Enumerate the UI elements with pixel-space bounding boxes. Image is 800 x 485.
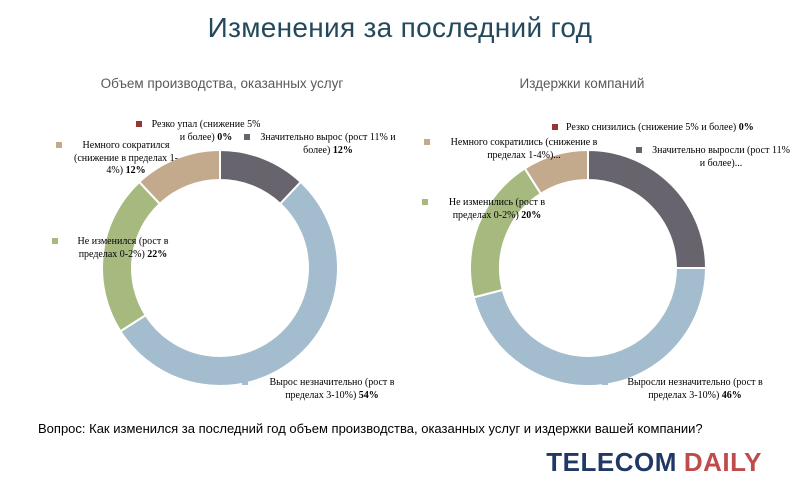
donut-1-slice-1 <box>472 267 708 387</box>
legend-marker <box>424 139 430 145</box>
question-text: Вопрос: Как изменился за последний год о… <box>38 421 703 436</box>
callout-text: Немного сократился (снижение в пределах … <box>74 140 178 176</box>
callout-pct: 12% <box>332 144 353 156</box>
donut-0-slice-3 <box>137 148 221 206</box>
callout-pct: 0% <box>217 131 233 143</box>
callout-text: Выросли незначительно (рост в пределах 3… <box>627 377 763 401</box>
callout-pct: 12% <box>125 165 146 176</box>
callout-right-slight-growth: Выросли незначительно (рост в пределах 3… <box>602 377 774 402</box>
legend-marker <box>244 134 250 140</box>
callout-left-strong-growth: Значительно вырос (рост 11% и более) 12% <box>244 132 398 157</box>
logo-daily: DAILY <box>683 447 762 477</box>
page-title: Изменения за последний год <box>207 12 593 43</box>
legend-marker <box>136 121 142 127</box>
donut-0-slice-1 <box>118 180 339 387</box>
legend-marker <box>56 142 62 148</box>
callout-left-slight-growth: Вырос незначительно (рост в пределах 3-1… <box>242 377 408 402</box>
callout-pct: 54% <box>358 389 379 401</box>
callout-text: Не изменились (рост в пределах 0-2%) <box>448 197 546 221</box>
logo: TELECOM DAILY <box>546 447 762 478</box>
callout-right-sharp-drop: Резко снизились (снижение 5% и более) 0% <box>552 122 796 135</box>
callout-pct: 22% <box>147 248 168 260</box>
callout-text: Не изменился (рост в пределах 0-2%) <box>77 236 169 260</box>
callout-left-slight-drop: Немного сократился (снижение в пределах … <box>56 140 182 178</box>
donut-1-slice-2 <box>469 166 543 299</box>
callout-pct: 0% <box>738 122 754 133</box>
legend-marker <box>636 147 642 153</box>
legend-marker <box>52 238 58 244</box>
callout-text: Вырос незначительно (рост в пределах 3-1… <box>269 377 395 401</box>
callout-text: Резко упал (снижение 5% и более) <box>151 119 261 143</box>
legend-marker <box>242 379 248 385</box>
callout-text: Значительно вырос (рост 11% и более) <box>260 132 396 156</box>
callout-left-no-change: Не изменился (рост в пределах 0-2%) 22% <box>52 236 180 261</box>
callout-text: Значительно выросли (рост 11% и более)..… <box>652 145 790 169</box>
logo-telecom: TELECOM <box>546 447 677 477</box>
callout-text: Резко снизились (снижение 5% и более) <box>566 122 737 133</box>
callout-right-slight-drop: Немного сократились (снижение в пределах… <box>424 137 610 162</box>
legend-marker <box>422 199 428 205</box>
chart-subtitle-right: Издержки компаний <box>519 76 645 91</box>
donut-1-slice-3 <box>523 148 589 196</box>
callout-left-sharp-drop: Резко упал (снижение 5% и более) 0% <box>136 119 262 144</box>
callout-pct: 46% <box>721 389 742 401</box>
callout-text: Немного сократились (снижение в пределах… <box>450 137 598 161</box>
callout-right-strong-growth: Значительно выросли (рост 11% и более)..… <box>636 145 792 170</box>
callout-right-no-change: Не изменились (рост в пределах 0-2%) 20% <box>422 197 558 222</box>
legend-marker <box>552 124 558 130</box>
chart-subtitle-left: Объем производства, оказанных услуг <box>100 76 344 91</box>
legend-marker <box>602 379 608 385</box>
callout-pct: 20% <box>521 209 542 221</box>
